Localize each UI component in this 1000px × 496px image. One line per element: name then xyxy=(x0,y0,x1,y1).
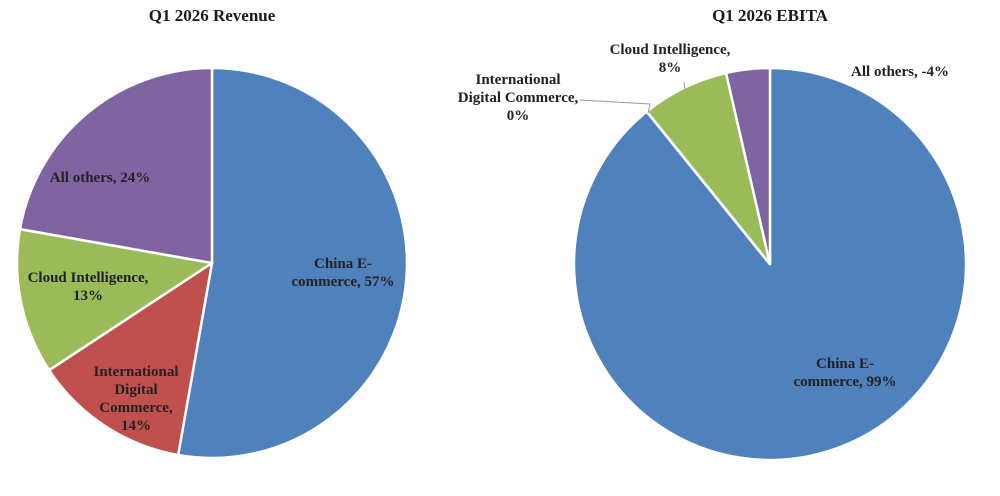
chart-title: Q1 2026 EBITA xyxy=(712,6,828,25)
revenue-pie-chart: Q1 2026 Revenue China E-commerce, 57% Int… xyxy=(0,0,460,496)
revenue-pie-svg: China E-commerce, 57% International Digita… xyxy=(15,66,409,460)
ebita-pie-chart: Q1 2026 EBITA China E-commerce, 99% Inter… xyxy=(458,0,1000,496)
data-label-all-others: All others, 24% xyxy=(50,170,150,186)
data-label-china-e-commerce: China E-commerce, 57% xyxy=(291,256,394,290)
pie-slice-cloud-intelligence xyxy=(15,227,214,372)
data-label-cloud-intelligence: Cloud Intelligence, 8% xyxy=(610,42,731,76)
pie-slice-china-e-commerce xyxy=(176,66,409,460)
data-label-china-e-commerce: China E-commerce, 99% xyxy=(793,356,896,390)
pie-slice-international-digital-commerce xyxy=(47,261,214,457)
pie-slice-all-others xyxy=(724,66,772,266)
data-label-international-digital-commerce: International Digital Commerce, 0% xyxy=(458,72,579,124)
leader-line xyxy=(683,81,686,90)
chart-title: Q1 2026 Revenue xyxy=(148,6,276,25)
leader-line xyxy=(579,99,651,114)
data-label-international-digital-commerce: International Digital Commerce, 14% xyxy=(93,364,178,434)
data-label-all-others: All others, -4% xyxy=(851,64,949,80)
data-label-cloud-intelligence: Cloud Intelligence, 13% xyxy=(28,270,149,304)
ebita-pie-svg: China E-commerce, 99% International Digita… xyxy=(458,42,968,462)
pie-slice-all-others xyxy=(18,66,214,265)
